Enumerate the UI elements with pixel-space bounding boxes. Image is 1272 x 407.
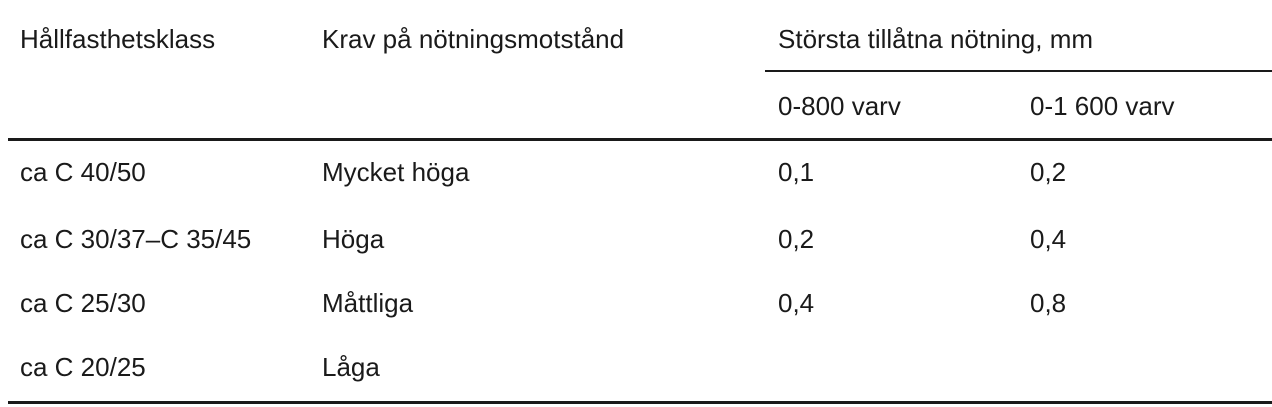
header-max-wear: Största tillåtna nötning, mm <box>778 24 1094 54</box>
table-cell-requirement: Mycket höga <box>322 157 470 187</box>
header-bottom-rule <box>8 138 1272 141</box>
header-strength-class: Hållfasthetsklass <box>20 24 216 54</box>
header-sub-1600-revolutions: 0-1 600 varv <box>1030 91 1175 121</box>
table-cell-requirement: Låga <box>322 352 380 382</box>
table-cell-requirement: Måttliga <box>322 288 414 318</box>
table-cell-wear-1600: 0,8 <box>1030 288 1067 318</box>
table-cell-wear-800: 0,1 <box>778 157 815 187</box>
table-cell-strength-class: ca C 25/30 <box>20 288 146 318</box>
table-cell-wear-800: 0,2 <box>778 224 815 254</box>
table-cell-wear-800: 0,4 <box>778 288 815 318</box>
table-cell-strength-class: ca C 20/25 <box>20 352 146 382</box>
table-cell-wear-1600: 0,4 <box>1030 224 1067 254</box>
table-cell-requirement: Höga <box>322 224 385 254</box>
table-cell-strength-class: ca C 40/50 <box>20 157 146 187</box>
header-subgroup-rule <box>765 70 1272 72</box>
header-requirement: Krav på nötningsmotstånd <box>322 24 625 54</box>
header-sub-800-revolutions: 0-800 varv <box>778 91 901 121</box>
table-bottom-rule <box>8 401 1272 404</box>
table-cell-strength-class: ca C 30/37–C 35/45 <box>20 224 252 254</box>
table-cell-wear-1600: 0,2 <box>1030 157 1067 187</box>
